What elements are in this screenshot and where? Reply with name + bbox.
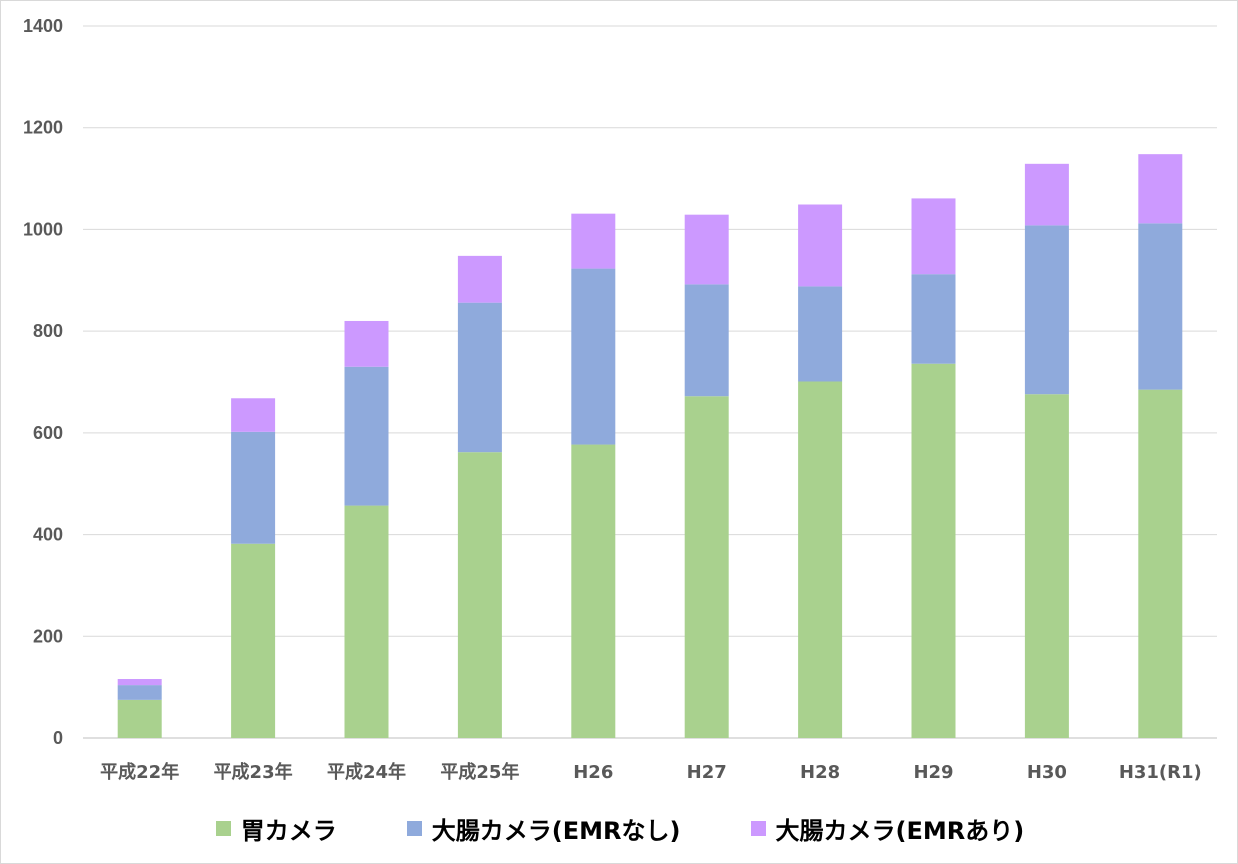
bar-segment-colon-emr xyxy=(1024,163,1069,226)
bar-segment-stomach xyxy=(1024,394,1069,738)
bar-segment-colon-emr xyxy=(684,214,729,285)
stacked-bar-chart: 0 200 400 600 800 1000 1200 1400 平成22年 平成23年 平成24… xyxy=(23,16,1217,783)
y-tick-label: 0 xyxy=(53,728,63,748)
bar-segment-stomach xyxy=(571,444,616,738)
bar-segment-stomach xyxy=(117,699,162,738)
bar-segment-colon-no-emr xyxy=(571,268,616,445)
bar-segment-stomach xyxy=(231,543,276,738)
x-tick-label: H29 xyxy=(913,762,953,783)
bar-segment-colon-no-emr xyxy=(798,286,843,382)
legend-item-colon-emr: 大腸カメラ(EMRあり) xyxy=(750,811,1025,846)
x-tick-label: H30 xyxy=(1027,762,1067,783)
y-tick-label: 600 xyxy=(33,423,63,443)
legend-swatch-colon-no-emr xyxy=(406,821,422,836)
legend: 胃カメラ 大腸カメラ(EMRなし) 大腸カメラ(EMRあり) xyxy=(1,811,1238,846)
bar-segment-colon-no-emr xyxy=(684,284,729,397)
legend-swatch-colon-emr xyxy=(750,821,766,836)
bar-segment-stomach xyxy=(1138,389,1183,738)
bar-segment-colon-no-emr xyxy=(231,431,276,544)
bar-segment-stomach xyxy=(798,381,843,738)
bar-segment-colon-no-emr xyxy=(1138,223,1183,390)
x-tick-label: H26 xyxy=(573,762,613,783)
bar-segment-colon-emr xyxy=(231,398,276,432)
y-tick-label: 200 xyxy=(33,626,63,646)
bar-segment-stomach xyxy=(684,396,729,738)
bar-segment-stomach xyxy=(911,363,956,738)
bar-segment-colon-emr xyxy=(911,198,956,275)
bar-segment-stomach xyxy=(457,452,502,738)
legend-label-colon-emr: 大腸カメラ(EMRあり) xyxy=(775,817,1025,845)
x-tick-label: H31(R1) xyxy=(1119,762,1202,783)
bar-segment-stomach xyxy=(344,505,389,738)
bar-segment-colon-no-emr xyxy=(117,685,162,700)
bar-segment-colon-emr xyxy=(571,213,616,269)
x-tick-label: 平成24年 xyxy=(327,761,406,783)
bar-segment-colon-no-emr xyxy=(457,302,502,453)
legend-swatch-stomach xyxy=(215,821,231,836)
bars xyxy=(117,154,1183,738)
legend-item-stomach: 胃カメラ xyxy=(215,811,337,846)
bar-segment-colon-emr xyxy=(1138,154,1183,224)
y-tick-label: 800 xyxy=(33,321,63,341)
y-tick-label: 1200 xyxy=(23,118,63,138)
bar-segment-colon-emr xyxy=(457,255,502,303)
x-tick-label: 平成23年 xyxy=(214,761,293,783)
x-axis-ticks: 平成22年 平成23年 平成24年 平成25年 H26 H27 H28 H29 H30 H31(R… xyxy=(100,761,1202,783)
x-tick-label: H28 xyxy=(800,762,840,783)
bar-segment-colon-no-emr xyxy=(1024,225,1069,395)
legend-label-stomach: 胃カメラ xyxy=(240,817,337,845)
bar-segment-colon-no-emr xyxy=(911,274,956,364)
y-tick-label: 1400 xyxy=(23,16,63,36)
y-tick-label: 1000 xyxy=(23,219,63,239)
x-tick-label: H27 xyxy=(687,762,727,783)
bar-segment-colon-emr xyxy=(798,204,843,287)
y-tick-label: 400 xyxy=(33,525,63,545)
legend-item-colon-no-emr: 大腸カメラ(EMRなし) xyxy=(406,811,681,846)
bar-segment-colon-no-emr xyxy=(344,366,389,506)
bar-segment-colon-emr xyxy=(344,320,389,367)
x-tick-label: 平成22年 xyxy=(100,761,179,783)
x-tick-label: 平成25年 xyxy=(440,761,519,783)
bar-segment-colon-emr xyxy=(117,679,162,686)
legend-label-colon-no-emr: 大腸カメラ(EMRなし) xyxy=(431,817,681,845)
y-axis-ticks: 0 200 400 600 800 1000 1200 1400 xyxy=(23,16,63,748)
